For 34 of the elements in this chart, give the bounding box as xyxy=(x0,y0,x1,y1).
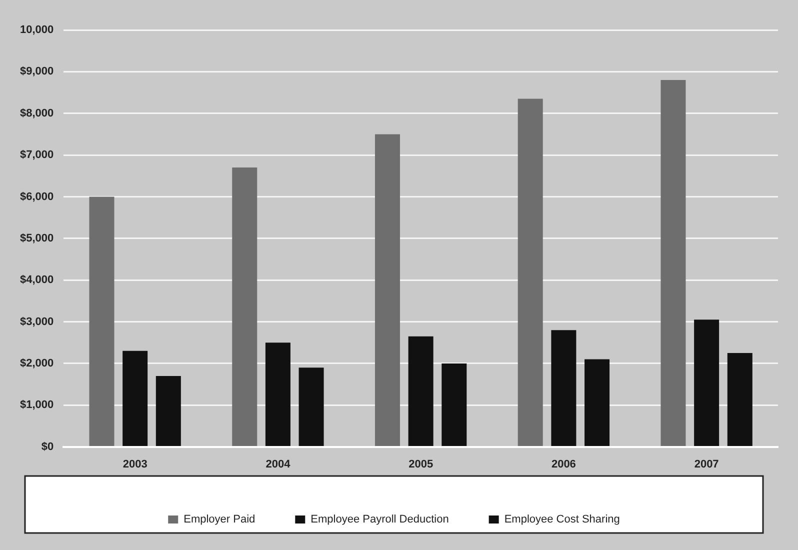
y-tick-label: $1,000 xyxy=(20,399,54,412)
bar xyxy=(232,168,258,446)
bar xyxy=(584,359,610,446)
y-tick-label: $2,000 xyxy=(20,357,54,370)
bar xyxy=(694,320,720,446)
x-tick-label: 2006 xyxy=(551,458,576,470)
y-tick-label: $6,000 xyxy=(20,190,54,203)
bar xyxy=(89,196,114,446)
legend-label: Employer Paid xyxy=(184,514,256,526)
bar xyxy=(265,342,290,446)
x-tick-label: 2004 xyxy=(266,458,292,470)
x-tick-label: 2003 xyxy=(122,458,148,470)
x-tick-label: 2005 xyxy=(408,458,434,470)
y-tick-label: $5,000 xyxy=(20,232,54,244)
bar xyxy=(408,336,434,446)
y-tick-label: $3,000 xyxy=(20,316,54,328)
y-tick-label: $0 xyxy=(41,440,54,453)
bar xyxy=(298,368,324,446)
y-tick-label: 10,000 xyxy=(20,24,54,36)
bar xyxy=(551,330,576,446)
bar xyxy=(660,80,686,446)
bar xyxy=(442,363,467,446)
y-tick-label: $7,000 xyxy=(20,149,54,162)
legend-label: Employee Cost Sharing xyxy=(504,514,620,526)
bar xyxy=(518,98,543,446)
bar xyxy=(727,353,752,446)
bar xyxy=(156,376,181,446)
bar xyxy=(374,134,400,446)
legend-label: Employee Payroll Deduction xyxy=(310,514,449,526)
y-tick-label: $8,000 xyxy=(20,107,54,120)
x-tick-label: 2007 xyxy=(694,458,719,470)
y-tick-label: $4,000 xyxy=(20,274,54,286)
y-tick-label: $9,000 xyxy=(20,66,54,78)
bar xyxy=(122,350,148,446)
